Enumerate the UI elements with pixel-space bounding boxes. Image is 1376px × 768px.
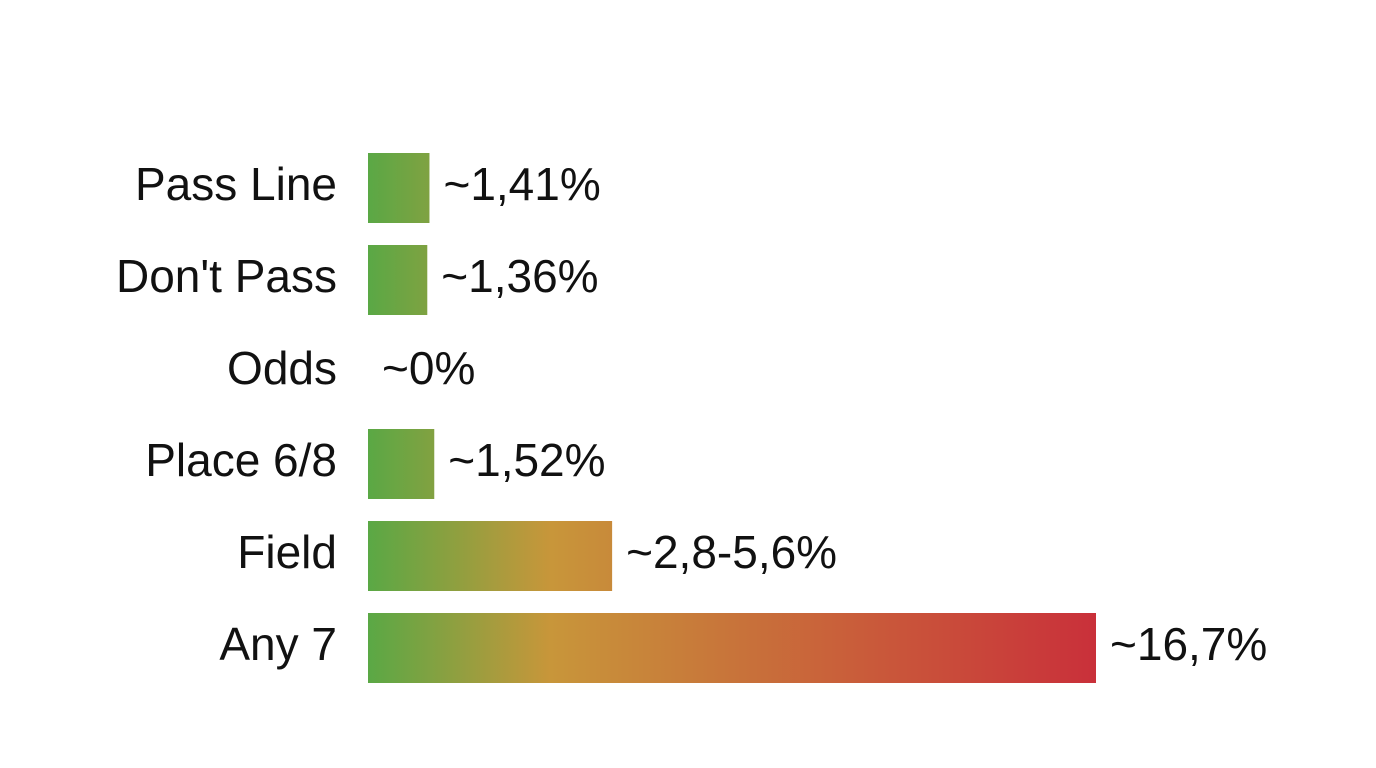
category-label: Field xyxy=(237,526,337,578)
category-label: Place 6/8 xyxy=(145,434,337,486)
value-label: ~1,52% xyxy=(448,434,605,486)
bar xyxy=(368,429,435,499)
bar xyxy=(368,521,613,591)
bar xyxy=(368,613,1096,683)
bar xyxy=(368,245,428,315)
value-label: ~0% xyxy=(382,342,475,394)
value-label: ~1,41% xyxy=(443,158,600,210)
category-label: Pass Line xyxy=(135,158,337,210)
category-label: Don't Pass xyxy=(116,250,337,302)
bar xyxy=(368,153,430,223)
category-label: Odds xyxy=(227,342,337,394)
value-label: ~16,7% xyxy=(1110,618,1267,670)
value-label: ~2,8-5,6% xyxy=(626,526,837,578)
value-label: ~1,36% xyxy=(441,250,598,302)
category-label: Any 7 xyxy=(219,618,337,670)
